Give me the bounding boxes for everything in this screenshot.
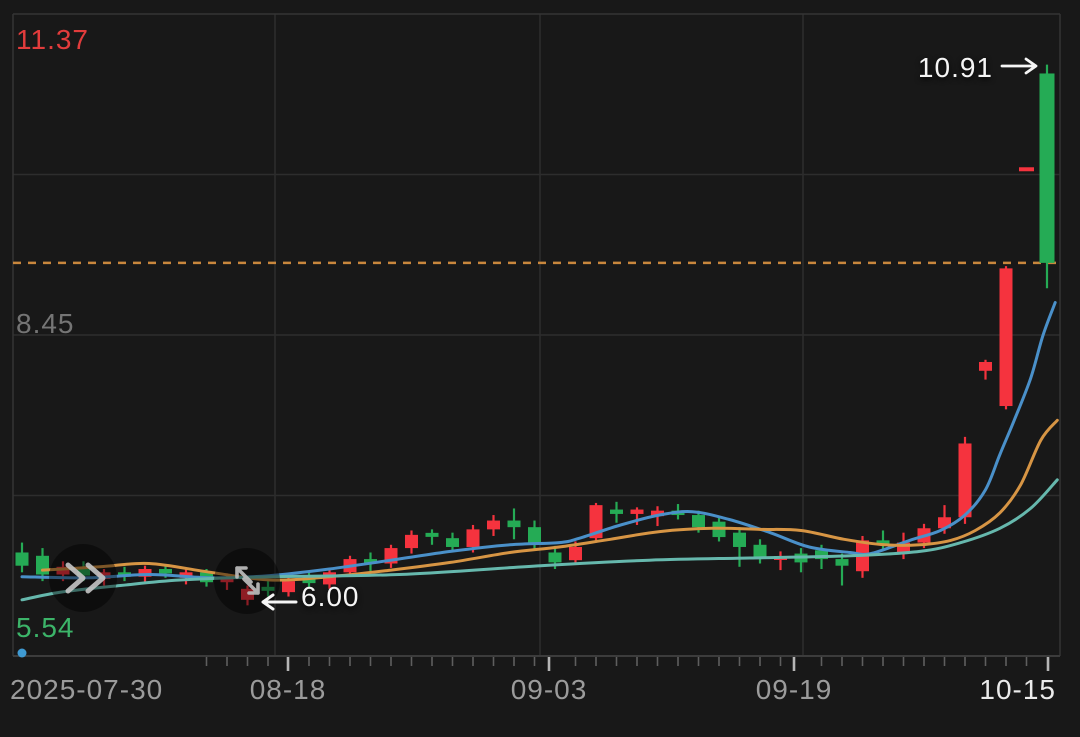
- candle: [15, 552, 29, 566]
- candle: [610, 509, 623, 514]
- candle: [507, 520, 521, 528]
- grid-lines: [12, 13, 1061, 657]
- candle: [958, 443, 972, 518]
- fast-forward-icon[interactable]: [65, 562, 106, 594]
- date-label-latest: 10-15: [979, 674, 1056, 705]
- candle: [1039, 73, 1055, 263]
- candle: [446, 538, 459, 547]
- candle: [1019, 167, 1034, 172]
- candle: [528, 527, 541, 543]
- candle: [651, 510, 664, 517]
- candle: [835, 559, 849, 566]
- date-label-0818: 08-18: [249, 674, 327, 705]
- candle: [897, 542, 910, 553]
- ma-slow-teal: [20, 478, 1059, 602]
- candle: [241, 588, 254, 600]
- candle: [405, 534, 418, 549]
- candle: [753, 544, 767, 558]
- candle: [56, 566, 70, 575]
- candle: [630, 509, 644, 514]
- date-label-0903: 09-03: [510, 674, 588, 705]
- candle: [815, 550, 828, 560]
- candle: [466, 529, 480, 547]
- high-arrow-icon: [1000, 57, 1038, 75]
- date-label-start: 2025-07-30: [10, 674, 164, 705]
- candle: [77, 566, 90, 576]
- resize-arrows-icon[interactable]: [235, 566, 260, 595]
- candle: [220, 576, 234, 583]
- low-arrow-icon: [261, 593, 298, 611]
- candle: [282, 581, 295, 593]
- candle: [261, 586, 275, 591]
- candle: [425, 532, 439, 537]
- candle: [548, 552, 562, 563]
- low-price-marker: 6.00: [301, 581, 360, 612]
- date-axis-ticks: [205, 657, 1050, 671]
- ma-mid-orange: [41, 418, 1059, 582]
- watermark-dot-icon: [17, 648, 27, 658]
- candle: [979, 361, 992, 371]
- candle: [159, 569, 172, 574]
- ma-fast-blue: [20, 301, 1057, 580]
- candle: [876, 540, 890, 545]
- candle: [302, 579, 316, 584]
- candle: [487, 520, 500, 530]
- price-label-middle: 8.45: [16, 308, 75, 339]
- date-label-0919: 09-19: [755, 674, 833, 705]
- candle: [733, 532, 746, 547]
- candle: [999, 268, 1013, 407]
- price-label-bottom: 5.54: [16, 612, 75, 643]
- candle: [589, 505, 603, 539]
- high-price-marker: 10.91: [917, 52, 993, 83]
- candle: [569, 546, 582, 561]
- candle: [692, 515, 705, 528]
- candle: [138, 569, 152, 577]
- price-label-top: 11.37: [16, 24, 89, 55]
- candle: [938, 517, 951, 529]
- candle: [364, 559, 377, 564]
